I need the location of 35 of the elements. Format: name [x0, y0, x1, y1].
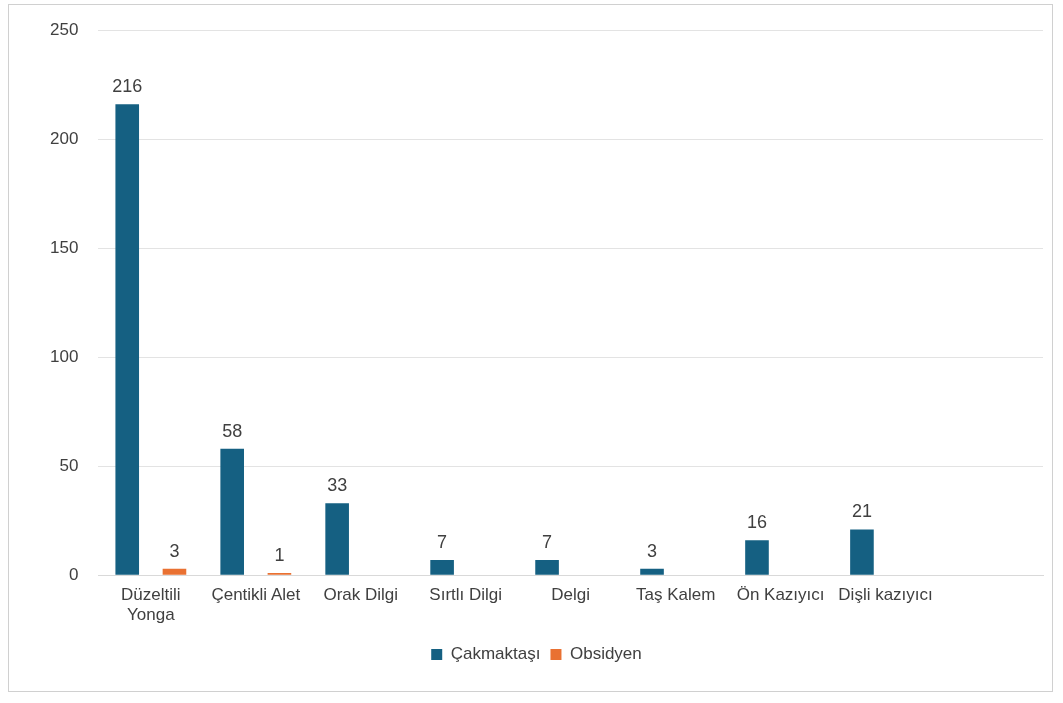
data-label: 3: [647, 540, 658, 561]
bar: [220, 448, 244, 575]
x-tick-label: Orak Dilgi: [323, 585, 399, 605]
data-label: 33: [327, 475, 348, 496]
x-tick-label: Taş Kalem: [635, 585, 716, 605]
y-tick-label: 100: [49, 346, 79, 366]
data-label: 58: [222, 420, 243, 441]
bar: [850, 529, 874, 575]
data-label: 216: [112, 76, 143, 97]
bar: [162, 568, 187, 575]
bar: [535, 559, 559, 575]
data-label: 3: [169, 540, 180, 561]
legend-label: Çakmaktaşı: [450, 644, 541, 664]
bar: [640, 568, 664, 575]
x-tick-label: Dişli kazıyıcı: [838, 585, 933, 605]
y-tick-label: 0: [68, 564, 79, 584]
data-label: 7: [542, 531, 553, 552]
data-label: 16: [746, 512, 767, 533]
bar: [745, 540, 769, 575]
x-tick-label: Düzeltili Yonga: [121, 585, 181, 625]
y-tick-label: 50: [59, 455, 79, 475]
data-label: 1: [274, 544, 285, 565]
x-tick-label: Sırtlı Dilgi: [429, 585, 503, 605]
legend-label: Obsidyen: [569, 644, 642, 664]
y-tick-label: 150: [49, 237, 79, 257]
y-tick-label: 250: [49, 19, 79, 39]
x-tick-label: Delgi: [551, 585, 591, 605]
data-label: 21: [851, 501, 872, 522]
data-label: 7: [437, 531, 448, 552]
bar: [325, 503, 349, 575]
bar: [115, 104, 140, 575]
x-tick-label: Ön Kazıyıcı: [736, 585, 825, 605]
x-tick-label: Çentikli Alet: [211, 585, 301, 605]
bar: [430, 559, 454, 575]
y-tick-label: 200: [49, 128, 79, 148]
